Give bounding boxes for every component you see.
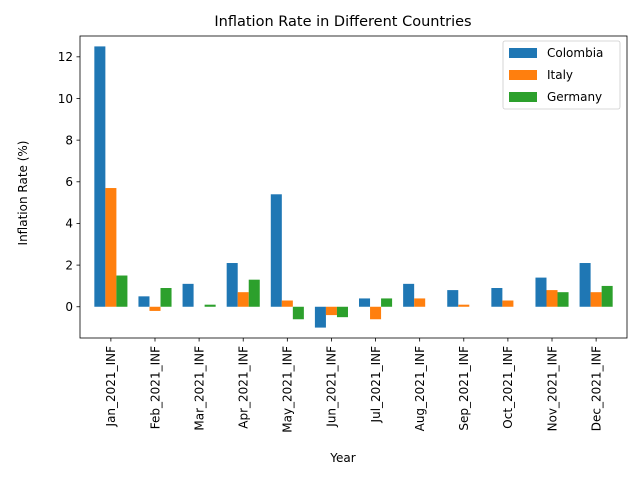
- legend-swatch-colombia: [509, 48, 537, 58]
- bar-colombia-sep_2021_inf: [447, 290, 459, 307]
- bar-italy-sep_2021_inf: [458, 304, 470, 307]
- bar-italy-jun_2021_inf: [325, 306, 337, 316]
- x-tick-label: Jan_2021_INF: [104, 346, 118, 428]
- x-tick-label: Oct_2021_INF: [501, 346, 515, 429]
- y-tick-label: 10: [58, 92, 73, 106]
- bar-italy-apr_2021_inf: [237, 292, 249, 307]
- chart-title: Inflation Rate in Different Countries: [214, 14, 471, 30]
- y-tick-label: 4: [65, 217, 73, 231]
- y-tick-label: 6: [65, 175, 73, 189]
- x-tick-label: Aug_2021_INF: [413, 346, 427, 431]
- bar-colombia-mar_2021_inf: [182, 283, 194, 307]
- y-tick-label: 12: [58, 50, 73, 64]
- bar-italy-aug_2021_inf: [414, 298, 426, 307]
- bar-italy-may_2021_inf: [281, 300, 293, 307]
- bar-italy-dec_2021_inf: [590, 292, 602, 307]
- legend-label-germany: Germany: [547, 90, 602, 104]
- plot-frame: [79, 35, 628, 339]
- legend-swatch-italy: [509, 70, 537, 80]
- legend-label-italy: Italy: [547, 68, 573, 82]
- bar-germany-may_2021_inf: [292, 306, 304, 320]
- bar-germany-jun_2021_inf: [336, 306, 348, 318]
- bar-italy-oct_2021_inf: [502, 300, 514, 307]
- bar-italy-jan_2021_inf: [105, 188, 117, 307]
- x-tick-label: Jun_2021_INF: [325, 346, 339, 428]
- bar-italy-nov_2021_inf: [546, 290, 558, 307]
- bar-colombia-jan_2021_inf: [94, 46, 106, 307]
- bar-germany-dec_2021_inf: [601, 285, 613, 307]
- bar-germany-apr_2021_inf: [248, 279, 260, 307]
- legend-label-colombia: Colombia: [547, 46, 603, 60]
- bar-germany-jan_2021_inf: [116, 275, 128, 307]
- y-tick-label: 0: [65, 300, 73, 314]
- y-tick-label: 2: [65, 258, 73, 272]
- x-tick-label: Mar_2021_INF: [192, 346, 206, 431]
- bar-germany-nov_2021_inf: [557, 292, 569, 307]
- x-axis-label: Year: [329, 451, 355, 465]
- bar-colombia-may_2021_inf: [270, 194, 282, 307]
- bar-italy-jul_2021_inf: [370, 306, 382, 320]
- bar-colombia-dec_2021_inf: [579, 263, 591, 307]
- x-tick-label: Apr_2021_INF: [237, 346, 251, 429]
- legend-swatch-germany: [509, 92, 537, 102]
- plot-area: 0 2 4 6 8 10 12 Jan_2021_INF Feb_2021_INF Mar_202…: [58, 35, 628, 433]
- bar-colombia-jun_2021_inf: [314, 306, 326, 328]
- x-tick-label: Jul_2021_INF: [369, 346, 383, 424]
- bar-colombia-aug_2021_inf: [403, 283, 415, 307]
- bar-italy-feb_2021_inf: [149, 306, 161, 311]
- x-tick-label: Nov_2021_INF: [545, 346, 559, 431]
- legend: Colombia Italy Germany: [502, 40, 621, 110]
- x-tick-label: Dec_2021_INF: [589, 346, 603, 431]
- x-tick-label: Feb_2021_INF: [148, 346, 162, 429]
- x-tick-label: May_2021_INF: [281, 346, 295, 433]
- bar-germany-feb_2021_inf: [160, 288, 172, 307]
- bar-germany-jul_2021_inf: [381, 298, 393, 307]
- bar-colombia-nov_2021_inf: [535, 277, 547, 307]
- bar-colombia-feb_2021_inf: [138, 296, 150, 307]
- bar-colombia-oct_2021_inf: [491, 288, 503, 307]
- bar-colombia-jul_2021_inf: [359, 298, 371, 307]
- bar-germany-mar_2021_inf: [204, 304, 216, 307]
- y-tick-label: 8: [65, 133, 73, 147]
- x-tick-label: Sep_2021_INF: [457, 346, 471, 431]
- bar-colombia-apr_2021_inf: [226, 263, 238, 307]
- y-axis-label: Inflation Rate (%): [16, 141, 30, 246]
